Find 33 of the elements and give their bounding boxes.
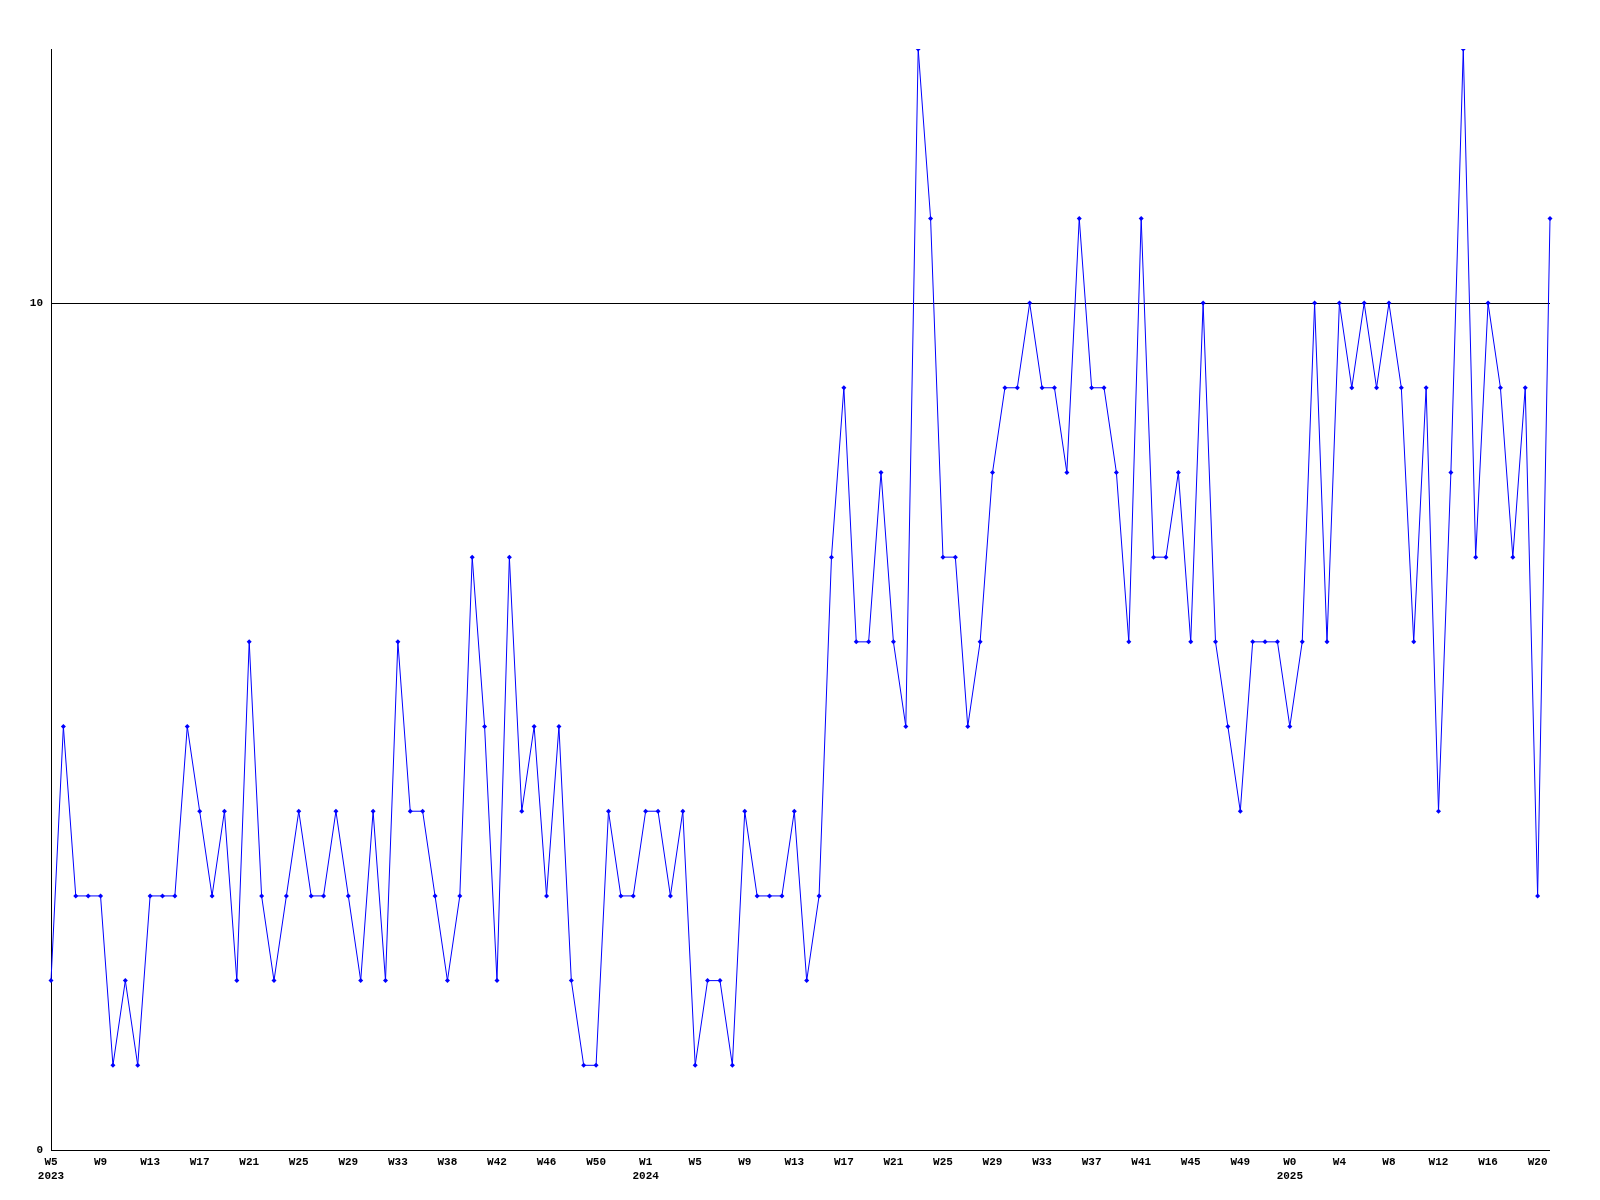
x-tick-label: W46 <box>536 1156 557 1169</box>
x-tick-label: W5 <box>688 1156 703 1169</box>
x-tick-label: W50 <box>586 1156 606 1169</box>
x-tick-label: W45 <box>1180 1156 1202 1169</box>
x-tick-label: W20 <box>1527 1156 1548 1169</box>
x-tick-label: W17 <box>189 1156 210 1169</box>
y-tick-label: 10 <box>29 296 43 309</box>
x-tick-label: W16 <box>1478 1156 1498 1169</box>
x-tick-label: W41 <box>1131 1156 1152 1169</box>
x-tick-label: W5 2023 <box>37 1156 65 1182</box>
y-tick-label: 0 <box>36 1143 43 1156</box>
x-tick-label: W38 <box>437 1156 458 1169</box>
x-tick-label: W21 <box>239 1156 260 1169</box>
x-tick-label: W25 <box>933 1156 954 1169</box>
x-tick-label: W25 <box>288 1156 310 1169</box>
x-tick-label: W4 <box>1332 1156 1347 1169</box>
x-tick-label: W12 <box>1428 1156 1449 1169</box>
x-tick-label: W13 <box>140 1156 161 1169</box>
x-tick-label: W29 <box>338 1156 359 1169</box>
x-tick-label: W37 <box>1081 1156 1102 1169</box>
x-tick-label: W21 <box>883 1156 904 1169</box>
x-tick-label: W33 <box>1032 1156 1053 1169</box>
x-tick-label: W0 2025 <box>1276 1156 1304 1182</box>
x-tick-label: W49 <box>1230 1156 1251 1169</box>
x-tick-label: W1 2024 <box>632 1156 660 1182</box>
x-tick-label: W9 <box>738 1156 752 1169</box>
x-tick-label: W42 <box>487 1156 507 1169</box>
x-tick-label: W33 <box>387 1156 409 1169</box>
x-tick-label: W8 <box>1382 1156 1396 1169</box>
x-tick-label: W13 <box>784 1156 805 1169</box>
x-tick-label: W9 <box>93 1156 108 1169</box>
x-tick-label: W17 <box>833 1156 854 1169</box>
x-tick-label: W29 <box>982 1156 1003 1169</box>
